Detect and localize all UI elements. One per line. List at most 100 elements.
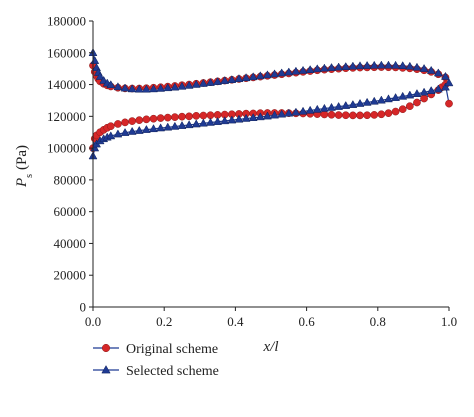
- data-point-original: [206, 111, 215, 120]
- data-point-original: [199, 111, 208, 120]
- data-point-selected: [441, 82, 450, 91]
- data-point-selected: [113, 129, 123, 138]
- data-point-selected: [419, 87, 429, 96]
- data-point-selected: [319, 103, 329, 112]
- x-tick-label: 0.2: [156, 314, 172, 329]
- data-point-selected: [426, 65, 436, 74]
- y-axis-unit: (Pa): [14, 145, 30, 170]
- data-point-selected: [127, 84, 137, 93]
- data-point-selected: [369, 96, 379, 105]
- data-point-selected: [376, 60, 386, 69]
- data-point-selected: [220, 116, 230, 125]
- y-tick-label: 0: [80, 300, 87, 315]
- data-point-selected: [263, 111, 272, 120]
- data-point-selected: [305, 65, 315, 73]
- x-tick-label: 1.0: [441, 314, 457, 329]
- data-point-selected: [284, 108, 294, 117]
- data-point-selected: [327, 63, 336, 71]
- data-point-original: [398, 105, 407, 114]
- data-point-selected: [348, 100, 358, 108]
- y-tick-label: 120000: [47, 109, 86, 124]
- data-point-selected: [95, 71, 105, 80]
- data-point-selected: [284, 67, 294, 76]
- x-tick-label: 0.8: [370, 314, 386, 329]
- data-point-original: [149, 114, 158, 123]
- data-point-selected: [412, 62, 422, 71]
- y-tick-label: 80000: [54, 172, 87, 187]
- data-point-original: [363, 111, 371, 120]
- data-point-original: [121, 118, 129, 127]
- data-point-original: [114, 120, 122, 128]
- data-point-selected: [277, 109, 287, 118]
- data-point-selected: [433, 84, 443, 93]
- data-point-selected: [334, 62, 344, 71]
- data-point-selected: [227, 75, 237, 83]
- data-point-selected: [426, 86, 436, 94]
- data-point-original: [384, 109, 393, 118]
- data-point-selected: [156, 83, 166, 92]
- data-point-selected: [184, 80, 194, 89]
- data-point-selected: [234, 74, 244, 83]
- data-point-selected: [362, 60, 372, 69]
- data-point-selected: [327, 102, 336, 111]
- data-point-selected: [405, 61, 415, 70]
- data-point-selected: [355, 98, 365, 107]
- data-point-selected: [398, 61, 408, 69]
- data-point-selected: [298, 106, 308, 115]
- data-point-original: [320, 110, 329, 119]
- data-point-selected: [191, 79, 201, 88]
- plot-markers-layer: [88, 48, 454, 160]
- y-tick-label: 40000: [54, 236, 87, 251]
- data-point-original: [445, 99, 453, 108]
- data-point-selected: [419, 63, 429, 72]
- axes-layer: 0 20000 40000 60000 80000 100000 120000 140000 1…: [14, 14, 457, 356]
- data-point-selected: [184, 120, 194, 129]
- data-point-selected: [312, 104, 322, 113]
- y-tick-label: 100000: [47, 141, 86, 156]
- data-point-selected: [177, 81, 187, 90]
- data-point-selected: [291, 107, 301, 116]
- data-point-selected: [227, 115, 237, 124]
- data-point-selected: [433, 68, 443, 77]
- data-point-original: [185, 112, 193, 121]
- data-point-selected: [348, 61, 358, 70]
- legend-marker-selected: [101, 365, 111, 374]
- x-tick-label: 0.4: [227, 314, 244, 329]
- data-point-selected: [255, 71, 265, 80]
- y-tick-label: 140000: [47, 77, 86, 92]
- data-point-selected: [312, 64, 322, 73]
- data-point-selected: [412, 89, 422, 97]
- y-tick-label: 180000: [47, 14, 86, 29]
- data-point-selected: [220, 76, 230, 84]
- data-point-selected: [369, 60, 379, 69]
- data-point-selected: [291, 66, 301, 75]
- data-point-original: [370, 111, 379, 119]
- data-point-selected: [384, 94, 393, 103]
- x-axis-title: x/l: [263, 339, 279, 355]
- data-point-original: [178, 112, 186, 121]
- legend-label-selected: Selected scheme: [126, 364, 219, 379]
- y-axis-symbol: P: [14, 178, 30, 188]
- data-point-selected: [248, 72, 258, 81]
- data-point-selected: [305, 105, 315, 114]
- data-point-selected: [376, 95, 386, 104]
- legend-marker-original: [101, 343, 111, 353]
- data-point-selected: [177, 120, 187, 129]
- data-point-selected: [198, 78, 208, 87]
- data-point-selected: [170, 82, 180, 91]
- y-axis-title: Ps (Pa): [14, 145, 35, 188]
- data-point-selected: [248, 113, 258, 121]
- data-point-selected: [134, 84, 144, 93]
- x-tick-label: 0.0: [85, 314, 101, 329]
- data-point-selected: [334, 101, 344, 110]
- data-point-selected: [106, 131, 116, 140]
- data-point-selected: [277, 68, 287, 77]
- data-point-selected: [149, 84, 158, 93]
- data-point-selected: [156, 123, 166, 132]
- data-point-selected: [398, 91, 408, 100]
- data-point-original: [106, 122, 115, 131]
- data-point-selected: [141, 124, 151, 133]
- data-point-selected: [263, 70, 272, 79]
- data-point-selected: [241, 73, 251, 82]
